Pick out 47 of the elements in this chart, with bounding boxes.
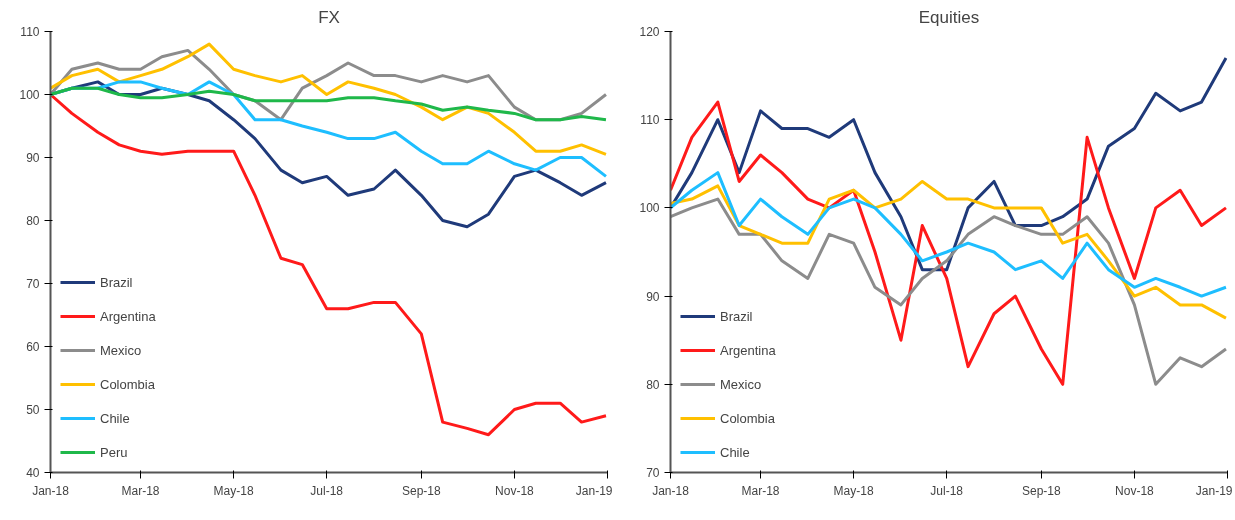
y-tick-label: 80 [646,377,660,392]
legend-label: Brazil [100,274,133,290]
line-series [50,86,608,122]
y-tick-label: 70 [26,277,40,291]
y-tick-label: 120 [639,25,660,39]
y-tick-label: 60 [26,340,40,354]
legend-label: Chile [100,410,130,426]
legend-label: Colombia [720,410,775,426]
y-tick-label: 40 [26,466,40,480]
y-tick-label: 50 [26,403,40,417]
legend-label: Chile [720,444,750,460]
x-tick-label: Jan-19 [575,483,613,498]
y-tick-label: 100 [639,201,660,216]
chart-title: FX [318,7,340,27]
y-tick-label: 90 [26,151,40,165]
line-series [50,42,608,156]
y-tick-label: 100 [19,88,40,102]
x-tick-label: Mar-18 [741,483,780,498]
y-tick-label: 110 [640,113,660,128]
x-tick-label: May-18 [213,483,254,498]
y-tick-label: 90 [646,289,660,304]
line-series [670,171,1228,298]
legend-label: Brazil [720,308,753,324]
y-tick-label: 70 [646,466,660,480]
x-tick-label: Mar-18 [121,483,160,498]
x-tick-label: Sep-18 [1021,483,1061,498]
legend-label: Mexico [100,342,142,358]
x-tick-label: Jul-18 [310,483,344,498]
line-series [50,93,608,437]
legend-label: Argentina [720,342,776,358]
x-tick-label: Jul-18 [930,483,964,498]
legend-label: Colombia [100,376,155,392]
x-tick-label: Jan-18 [652,483,690,498]
chart-title: Equities [918,7,980,27]
x-tick-label: May-18 [833,483,874,498]
x-tick-label: Jan-19 [1195,483,1233,498]
x-tick-label: Jan-18 [32,483,70,498]
x-tick-label: Nov-18 [495,483,535,498]
line-series [670,179,1228,320]
line-series [670,56,1228,272]
legend-label: Argentina [100,308,156,324]
y-tick-label: 80 [26,214,40,228]
x-tick-label: Nov-18 [1115,483,1155,498]
x-tick-label: Sep-18 [401,483,441,498]
legend-label: Mexico [720,376,762,392]
legend-label: Peru [100,444,128,460]
y-tick-label: 110 [20,25,40,39]
